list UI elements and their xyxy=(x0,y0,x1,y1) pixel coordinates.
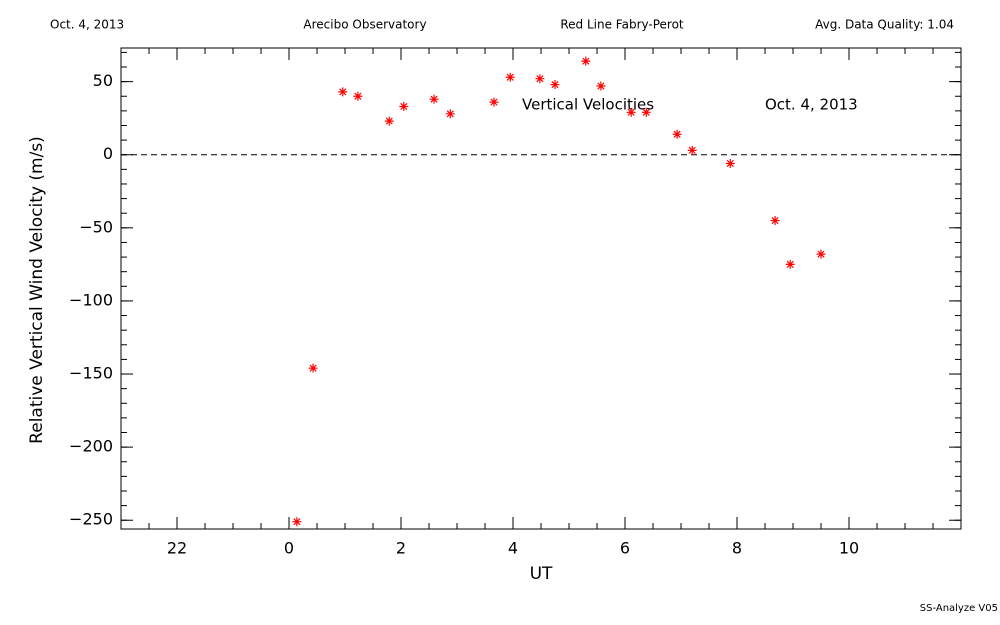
header-date: Oct. 4, 2013 xyxy=(50,18,124,32)
x-tick-label: 10 xyxy=(839,539,859,558)
header-site: Arecibo Observatory xyxy=(303,18,426,32)
y-tick-label: −100 xyxy=(69,290,113,309)
data-point xyxy=(505,72,515,82)
y-tick-label: −50 xyxy=(79,217,113,236)
data-point xyxy=(550,80,560,90)
y-tick-label: 50 xyxy=(93,71,113,90)
y-tick-label: −250 xyxy=(69,510,113,529)
data-point xyxy=(429,94,439,104)
data-point xyxy=(489,97,499,107)
data-point xyxy=(596,81,606,91)
data-point xyxy=(816,249,826,259)
data-point xyxy=(581,56,591,66)
x-tick-label: 22 xyxy=(167,539,187,558)
annotation: Oct. 4, 2013 xyxy=(765,96,858,114)
data-point xyxy=(672,129,682,139)
footer: SS-Analyze V05 xyxy=(920,603,998,614)
annotation: Vertical Velocities xyxy=(522,96,654,114)
y-tick-label: −200 xyxy=(69,437,113,456)
data-point xyxy=(687,145,697,155)
x-tick-label: 4 xyxy=(508,539,518,558)
y-tick-label: 0 xyxy=(103,144,113,163)
header-instrument: Red Line Fabry-Perot xyxy=(560,18,684,32)
data-point xyxy=(725,158,735,168)
data-point xyxy=(308,363,318,373)
data-point xyxy=(292,517,302,527)
x-tick-label: 2 xyxy=(396,539,406,558)
data-point xyxy=(770,216,780,226)
data-point xyxy=(641,107,651,117)
x-tick-label: 8 xyxy=(732,539,742,558)
x-tick-label: 6 xyxy=(620,539,630,558)
x-axis-label: UT xyxy=(530,564,553,584)
data-point xyxy=(626,107,636,117)
data-point xyxy=(338,87,348,97)
data-point xyxy=(535,74,545,84)
y-axis-label: Relative Vertical Wind Velocity (m/s) xyxy=(27,136,47,444)
data-point xyxy=(384,116,394,126)
data-point xyxy=(399,101,409,111)
data-point xyxy=(353,91,363,101)
header-quality: Avg. Data Quality: 1.04 xyxy=(815,18,954,32)
data-point xyxy=(785,259,795,269)
y-tick-label: −150 xyxy=(69,364,113,383)
x-tick-label: 0 xyxy=(284,539,294,558)
data-point xyxy=(445,109,455,119)
